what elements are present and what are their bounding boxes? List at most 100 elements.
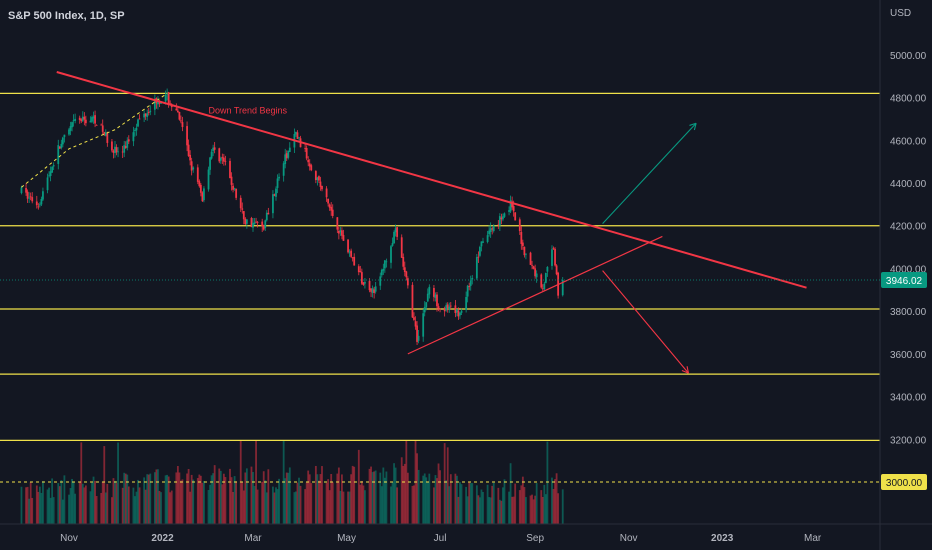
candle-body xyxy=(103,132,106,135)
volume-bar xyxy=(213,465,216,524)
volume-bar xyxy=(272,486,274,524)
price-axis[interactable]: USD 5000.00 4800.00 4600.00 4400.00 4200.00 4… xyxy=(890,8,927,446)
candle-body xyxy=(83,116,86,120)
annotation-text[interactable]: Down Trend Begins xyxy=(209,106,288,116)
volume-bar xyxy=(229,468,231,524)
candle-body xyxy=(114,146,116,153)
candle-body xyxy=(164,94,167,102)
volume-bar xyxy=(364,490,366,524)
candle-body xyxy=(457,310,460,317)
candle-body xyxy=(35,201,38,206)
candle-body xyxy=(51,166,54,173)
volume-bar xyxy=(186,473,188,524)
volume-bar xyxy=(192,479,195,524)
volume-bar xyxy=(471,483,474,524)
volume-bar xyxy=(509,463,512,524)
candle-body xyxy=(235,188,238,198)
dashed-trend-line[interactable] xyxy=(21,92,168,188)
bearish-projection-arrow[interactable] xyxy=(602,270,689,374)
candle-body xyxy=(49,171,52,176)
candle-body xyxy=(20,187,23,194)
candle-body xyxy=(347,239,349,253)
candle-body xyxy=(394,228,397,233)
volume-bar xyxy=(80,442,83,524)
candle-body xyxy=(111,141,113,151)
candle-body xyxy=(275,188,277,197)
volume-bar xyxy=(296,482,299,524)
volume-bar xyxy=(347,491,349,524)
crosshair-price-label: 3000.00 xyxy=(886,478,923,489)
candle-body xyxy=(341,230,343,236)
time-axis[interactable]: Nov 2022 Mar May Jul Sep Nov 2023 Mar xyxy=(60,533,822,544)
volume-bar xyxy=(362,485,365,524)
volume-bar xyxy=(84,485,87,524)
volume-bar xyxy=(394,467,397,524)
candle-body xyxy=(305,148,308,159)
volume-bar xyxy=(196,478,199,524)
candle-body xyxy=(71,122,73,128)
volume-bar xyxy=(20,486,23,524)
volume-bar xyxy=(433,487,435,524)
volume-bar xyxy=(212,473,215,524)
volume-bar xyxy=(31,497,34,524)
candle-body xyxy=(544,272,547,283)
candle-body xyxy=(52,165,55,167)
candle-body xyxy=(190,161,193,171)
candle-body xyxy=(362,282,365,285)
volume-bar xyxy=(413,485,415,524)
candle-body xyxy=(385,261,388,263)
time-tick-label: Nov xyxy=(620,533,638,544)
candle-body xyxy=(465,296,468,310)
volume-bar xyxy=(491,485,494,524)
volume-bar xyxy=(201,482,204,524)
volume-bar xyxy=(49,497,52,524)
candle-body xyxy=(497,224,500,226)
downtrend-line[interactable] xyxy=(56,71,807,289)
candle-body xyxy=(459,312,461,316)
volume-bar xyxy=(540,490,543,524)
volume-bar xyxy=(288,467,291,524)
candle-body xyxy=(25,188,27,193)
candle-body xyxy=(321,185,323,190)
volume-bar xyxy=(445,480,448,524)
candle-body xyxy=(406,278,409,286)
volume-bar xyxy=(416,453,418,524)
volume-bar xyxy=(531,494,533,524)
volume-bar xyxy=(554,479,556,524)
volume-bar xyxy=(273,492,276,524)
support-trend-line[interactable] xyxy=(407,235,663,355)
candle-body xyxy=(426,293,429,302)
volume-bar xyxy=(262,471,265,524)
candle-body xyxy=(368,280,371,291)
candle-body xyxy=(327,198,330,204)
volume-bar xyxy=(275,487,277,524)
candle-body xyxy=(115,147,118,153)
time-tick-label: Sep xyxy=(526,533,544,544)
volume-bar xyxy=(81,483,84,524)
candle-body xyxy=(58,146,61,149)
candle-body xyxy=(342,234,345,241)
volume-bar xyxy=(94,480,96,524)
candle-body xyxy=(84,119,87,124)
bullish-projection-arrow[interactable] xyxy=(602,122,697,224)
volume-bar xyxy=(511,496,514,524)
candle-body xyxy=(554,248,556,266)
price-tick-label: 4800.00 xyxy=(890,94,927,105)
volume-bar xyxy=(337,467,340,524)
candle-body xyxy=(252,223,254,228)
volume-bar xyxy=(138,487,141,524)
candle-body xyxy=(101,125,104,132)
volume-bar xyxy=(68,494,70,524)
candle-body xyxy=(422,313,425,337)
volume-bar xyxy=(132,487,135,524)
volume-bar xyxy=(242,490,245,524)
candle-body xyxy=(29,196,32,198)
volume-bar xyxy=(123,472,126,524)
volume-bar xyxy=(460,484,463,524)
volume-bar xyxy=(500,500,503,524)
time-tick-label: 2023 xyxy=(711,533,734,544)
volume-bar xyxy=(176,466,179,524)
candle-body xyxy=(245,219,248,224)
